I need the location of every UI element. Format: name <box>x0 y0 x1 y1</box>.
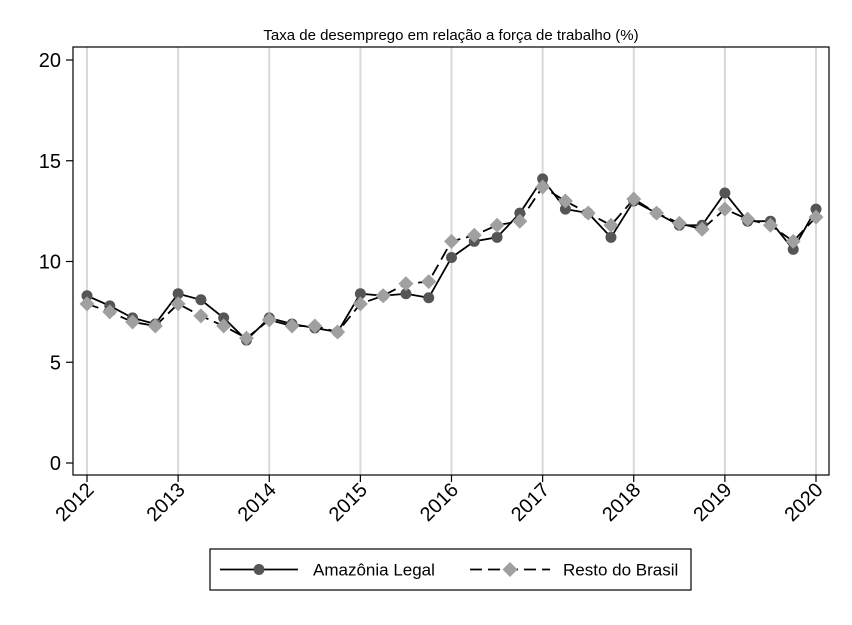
data-point <box>787 243 799 255</box>
data-point <box>423 292 435 304</box>
axes: 0 5 10 15 20 2012 2013 2014 2015 2016 2017 2018 2019… <box>39 46 830 526</box>
data-point <box>557 193 573 209</box>
data-point <box>284 318 300 334</box>
data-point <box>762 217 778 233</box>
data-point <box>537 173 549 185</box>
data-point <box>102 304 118 320</box>
data-point <box>810 203 822 215</box>
data-point <box>605 231 617 243</box>
data-point <box>444 233 459 249</box>
data-point <box>559 203 571 215</box>
data-point <box>218 312 230 324</box>
data-point <box>491 231 503 243</box>
data-point <box>603 217 619 233</box>
data-point <box>307 318 323 334</box>
data-point <box>514 207 526 219</box>
data-point <box>375 288 391 304</box>
chart-title: Taxa de desemprego em relação a força de… <box>263 27 638 44</box>
x-tick-label-2014: 2014 <box>234 479 281 526</box>
data-point <box>125 314 141 330</box>
data-point <box>216 318 232 334</box>
data-point <box>466 227 482 243</box>
x-tick-label-2016: 2016 <box>416 479 463 526</box>
x-tick-label-2015: 2015 <box>325 479 372 526</box>
data-point <box>195 294 207 306</box>
data-point <box>649 205 665 221</box>
legend-label-0: Amazônia Legal <box>313 561 435 580</box>
series-markers-1 <box>79 179 824 346</box>
y-tick-label-0: 0 <box>50 453 61 475</box>
data-point <box>170 296 186 312</box>
data-point <box>719 187 731 199</box>
x-tick-label-2013: 2013 <box>143 479 190 526</box>
data-point <box>671 215 687 231</box>
data-point <box>717 201 733 217</box>
x-tick-label-2012: 2012 <box>52 479 99 526</box>
data-point <box>354 288 366 300</box>
data-point <box>694 221 710 237</box>
series-group <box>79 173 824 346</box>
legend-key-marker-0 <box>253 564 265 575</box>
data-point <box>352 296 368 312</box>
data-point <box>489 217 505 233</box>
data-point <box>580 205 596 221</box>
data-point <box>446 251 457 263</box>
data-point <box>740 211 756 227</box>
x-tick-label-2019: 2019 <box>689 479 736 526</box>
data-point <box>238 330 254 346</box>
legend-key-marker-1 <box>502 562 518 577</box>
data-point <box>626 191 642 207</box>
y-tick-label-5: 5 <box>50 352 61 374</box>
y-tick-label-10: 10 <box>39 252 61 274</box>
x-tick-label-2020: 2020 <box>781 479 828 526</box>
y-tick-label-15: 15 <box>39 151 61 173</box>
data-point <box>785 233 801 249</box>
data-point <box>400 288 412 300</box>
y-tick-label-20: 20 <box>39 50 61 72</box>
data-point <box>172 288 184 300</box>
data-point <box>261 312 277 328</box>
data-point <box>512 213 528 229</box>
data-point <box>398 276 414 292</box>
data-point <box>421 274 437 290</box>
data-point <box>330 324 346 340</box>
x-tick-label-2017: 2017 <box>507 479 554 526</box>
legend: Amazônia Legal Resto do Brasil <box>209 548 692 591</box>
data-point <box>535 179 551 195</box>
data-point <box>147 318 163 334</box>
legend-label-1: Resto do Brasil <box>563 561 678 580</box>
data-point <box>193 308 209 324</box>
x-tick-label-2018: 2018 <box>598 479 645 526</box>
data-point <box>808 209 824 225</box>
data-point <box>81 290 93 302</box>
data-point <box>79 296 95 312</box>
